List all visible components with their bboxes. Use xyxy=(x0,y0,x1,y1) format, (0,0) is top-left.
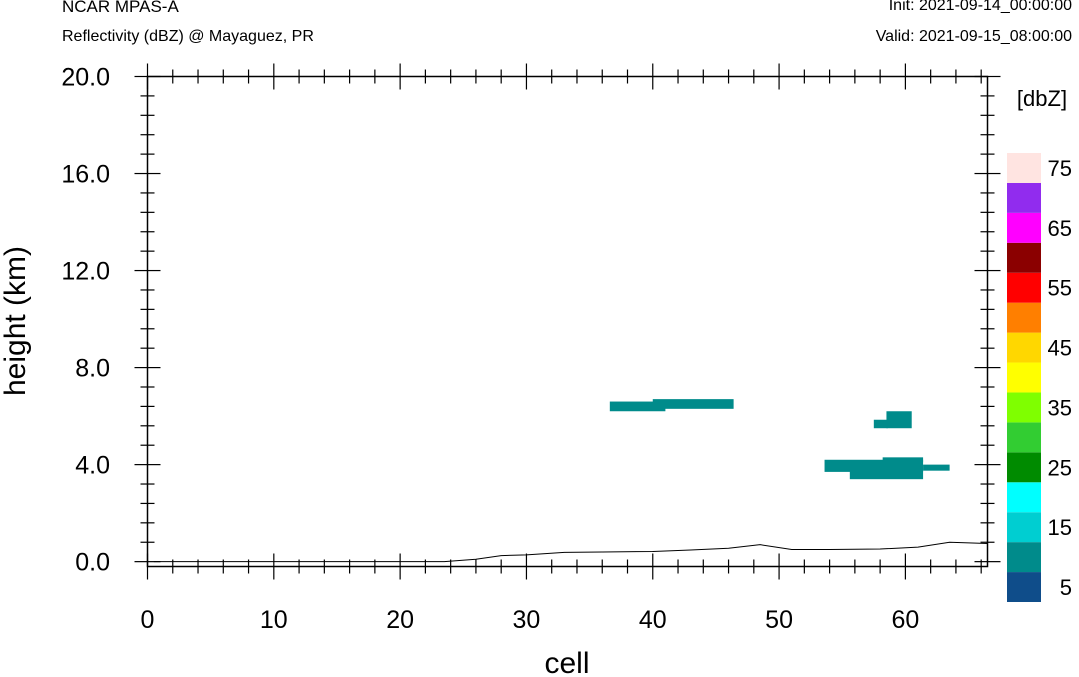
echo-cell-2 xyxy=(886,411,912,429)
colorbar-swatch-10 xyxy=(1007,272,1041,303)
y-axis-title: height (km) xyxy=(0,246,32,396)
colorbar-swatch-6 xyxy=(1007,392,1041,423)
y-tick-label-0.0: 0.0 xyxy=(75,549,110,577)
terrain-line xyxy=(153,541,988,563)
colorbar-swatch-11 xyxy=(1007,242,1041,273)
x-tick-label-50: 50 xyxy=(765,606,793,634)
colorbar-swatch-12 xyxy=(1007,212,1041,243)
echo-cell-7 xyxy=(923,464,950,471)
colorbar-unit-label: [dbZ] xyxy=(1017,86,1067,111)
echo-cell-4 xyxy=(824,459,924,472)
x-tick-label-10: 10 xyxy=(260,606,288,634)
colorbar: 5 15 25 35 45 55 65 75 xyxy=(1007,153,1072,602)
y-tick-label-8.0: 8.0 xyxy=(75,355,110,383)
init-time: Init: 2021-09-14_00:00:00 xyxy=(888,0,1072,14)
echo-cell-1 xyxy=(652,399,734,409)
colorbar-label-55: 55 xyxy=(1048,276,1072,301)
colorbar-swatch-14 xyxy=(1007,153,1041,183)
colorbar-swatch-2 xyxy=(1007,512,1041,543)
axis-ticks xyxy=(134,63,1001,580)
echo-cell-6 xyxy=(882,457,924,463)
echo-cell-0 xyxy=(609,401,666,412)
colorbar-swatch-5 xyxy=(1007,422,1041,453)
x-tick-label-30: 30 xyxy=(513,606,541,634)
colorbar-label-15: 15 xyxy=(1048,515,1072,540)
colorbar-label-5: 5 xyxy=(1060,575,1072,600)
y-tick-label-12.0: 12.0 xyxy=(61,258,110,286)
colorbar-label-25: 25 xyxy=(1048,455,1072,480)
x-tick-label-40: 40 xyxy=(639,606,667,634)
plot-frame xyxy=(146,75,989,568)
x-tick-labels: 0 10 20 30 40 50 60 xyxy=(141,606,920,634)
colorbar-swatch-4 xyxy=(1007,452,1041,483)
colorbar-swatch-1 xyxy=(1007,542,1041,573)
echo-layer xyxy=(609,399,950,480)
chart-subtitle: Reflectivity (dBZ) @ Mayaguez, PR xyxy=(62,28,314,45)
colorbar-label-45: 45 xyxy=(1048,336,1072,361)
valid-time: Valid: 2021-09-15_08:00:00 xyxy=(875,28,1072,45)
x-tick-label-0: 0 xyxy=(141,606,155,634)
model-title: NCAR MPAS-A xyxy=(62,0,179,16)
y-tick-labels: 0.0 4.0 8.0 12.0 16.0 20.0 xyxy=(61,64,110,577)
x-tick-label-60: 60 xyxy=(891,606,919,634)
x-axis-title: cell xyxy=(544,647,589,677)
colorbar-label-75: 75 xyxy=(1048,156,1072,181)
x-tick-label-20: 20 xyxy=(386,606,414,634)
colorbar-swatch-3 xyxy=(1007,482,1041,513)
colorbar-swatch-0 xyxy=(1007,572,1041,602)
y-tick-label-20.0: 20.0 xyxy=(61,64,110,92)
y-tick-label-16.0: 16.0 xyxy=(61,161,110,189)
colorbar-label-65: 65 xyxy=(1048,216,1072,241)
colorbar-swatch-7 xyxy=(1007,362,1041,393)
colorbar-swatch-9 xyxy=(1007,302,1041,333)
terrain-layer xyxy=(153,541,988,563)
colorbar-swatch-8 xyxy=(1007,332,1041,363)
y-tick-label-4.0: 4.0 xyxy=(75,452,110,480)
echo-cell-5 xyxy=(849,470,924,480)
echo-cell-3 xyxy=(873,419,888,429)
colorbar-label-35: 35 xyxy=(1048,395,1072,420)
colorbar-swatch-13 xyxy=(1007,182,1041,213)
